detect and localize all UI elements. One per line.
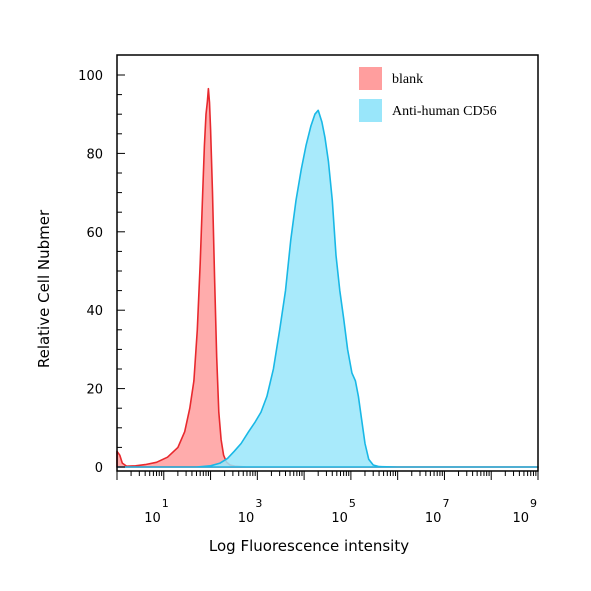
- x-tick-exponent: 1: [162, 497, 169, 510]
- x-tick-exponent: 9: [530, 497, 537, 510]
- y-tick-label: 60: [86, 226, 103, 241]
- x-tick-label: 10: [144, 511, 161, 526]
- y-tick-label: 40: [86, 304, 103, 319]
- plot-frame: [116, 54, 539, 472]
- y-axis-title: Relative Cell Nubmer: [35, 209, 53, 368]
- series-area-1: [116, 109, 539, 468]
- series-area-0: [116, 87, 539, 468]
- x-tick-label: 10: [512, 511, 529, 526]
- x-axis-title: Log Fluorescence intensity: [209, 537, 409, 555]
- legend: blank Anti-human CD56: [359, 67, 497, 122]
- x-tick-exponent: 3: [255, 497, 262, 510]
- y-axis: 0 20 40 60 80 100: [78, 69, 125, 476]
- plot-area: [116, 87, 539, 468]
- y-tick-label: 0: [95, 461, 103, 476]
- x-tick-exponent: 7: [442, 497, 449, 510]
- y-tick-label: 100: [78, 69, 103, 84]
- x-tick-label: 10: [425, 511, 442, 526]
- y-tick-label: 20: [86, 383, 103, 398]
- legend-swatch-1: [359, 99, 382, 122]
- x-tick-label: 10: [331, 511, 348, 526]
- y-tick-label: 80: [86, 147, 103, 162]
- legend-label-0: blank: [392, 72, 423, 87]
- legend-swatch-0: [359, 67, 382, 90]
- x-tick-exponent: 5: [349, 497, 356, 510]
- legend-label-1: Anti-human CD56: [392, 104, 497, 119]
- x-tick-label: 10: [238, 511, 255, 526]
